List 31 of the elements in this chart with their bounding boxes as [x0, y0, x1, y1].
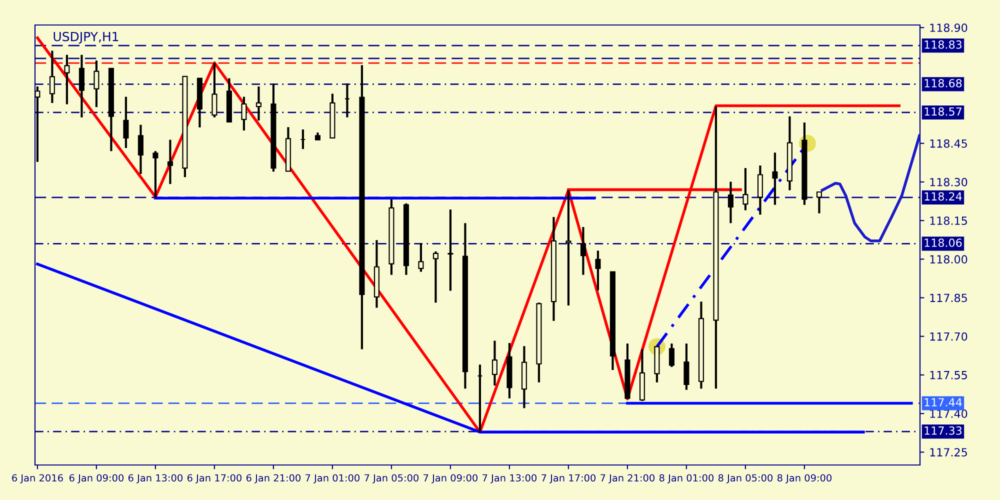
ref-line-label: 118.24: [924, 192, 962, 201]
x-tick-label: 8 Jan 09:00: [777, 474, 832, 484]
x-tick-label: 6 Jan 09:00: [69, 474, 124, 484]
y-tick-label: 118.90: [930, 24, 968, 32]
x-tick-label: 6 Jan 2016: [12, 474, 63, 484]
y-tick-label: 117.85: [930, 294, 967, 302]
x-tick-label: 8 Jan 05:00: [718, 474, 772, 484]
ref-line-label: 117.33: [924, 426, 962, 435]
y-tick-label: 117.25: [930, 448, 967, 457]
ref-line-label: 117.44: [924, 398, 962, 406]
ref-line-label: 118.57: [924, 107, 962, 116]
y-tick-label: 118.30: [930, 178, 968, 186]
y-tick-label: 118.15: [930, 216, 967, 225]
y-tick-label: 117.55: [930, 371, 967, 380]
x-tick-label: 7 Jan 13:00: [482, 474, 536, 484]
x-tick-label: 7 Jan 01:00: [306, 474, 360, 484]
y-tick-label: 117.70: [930, 332, 968, 341]
y-tick-label: 118.00: [930, 255, 968, 264]
x-tick-label: 8 Jan 01:00: [659, 474, 714, 484]
text: USDJPY,H1: [54, 32, 118, 44]
ref-line-label: 118.83: [924, 40, 962, 49]
x-tick-label: 6 Jan 17:00: [187, 474, 242, 484]
ref-line-label: 118.06: [924, 238, 962, 247]
x-tick-label: 6 Jan 21:00: [246, 474, 300, 484]
x-tick-label: 7 Jan 05:00: [364, 474, 418, 484]
x-tick-label: 7 Jan 17:00: [542, 474, 596, 484]
ref-line-label: 118.68: [924, 79, 962, 88]
x-tick-label: 7 Jan 09:00: [424, 474, 478, 484]
x-tick-label: 7 Jan 21:00: [600, 474, 654, 484]
y-tick-label: 118.45: [930, 139, 967, 148]
x-tick-label: 6 Jan 13:00: [128, 474, 182, 484]
